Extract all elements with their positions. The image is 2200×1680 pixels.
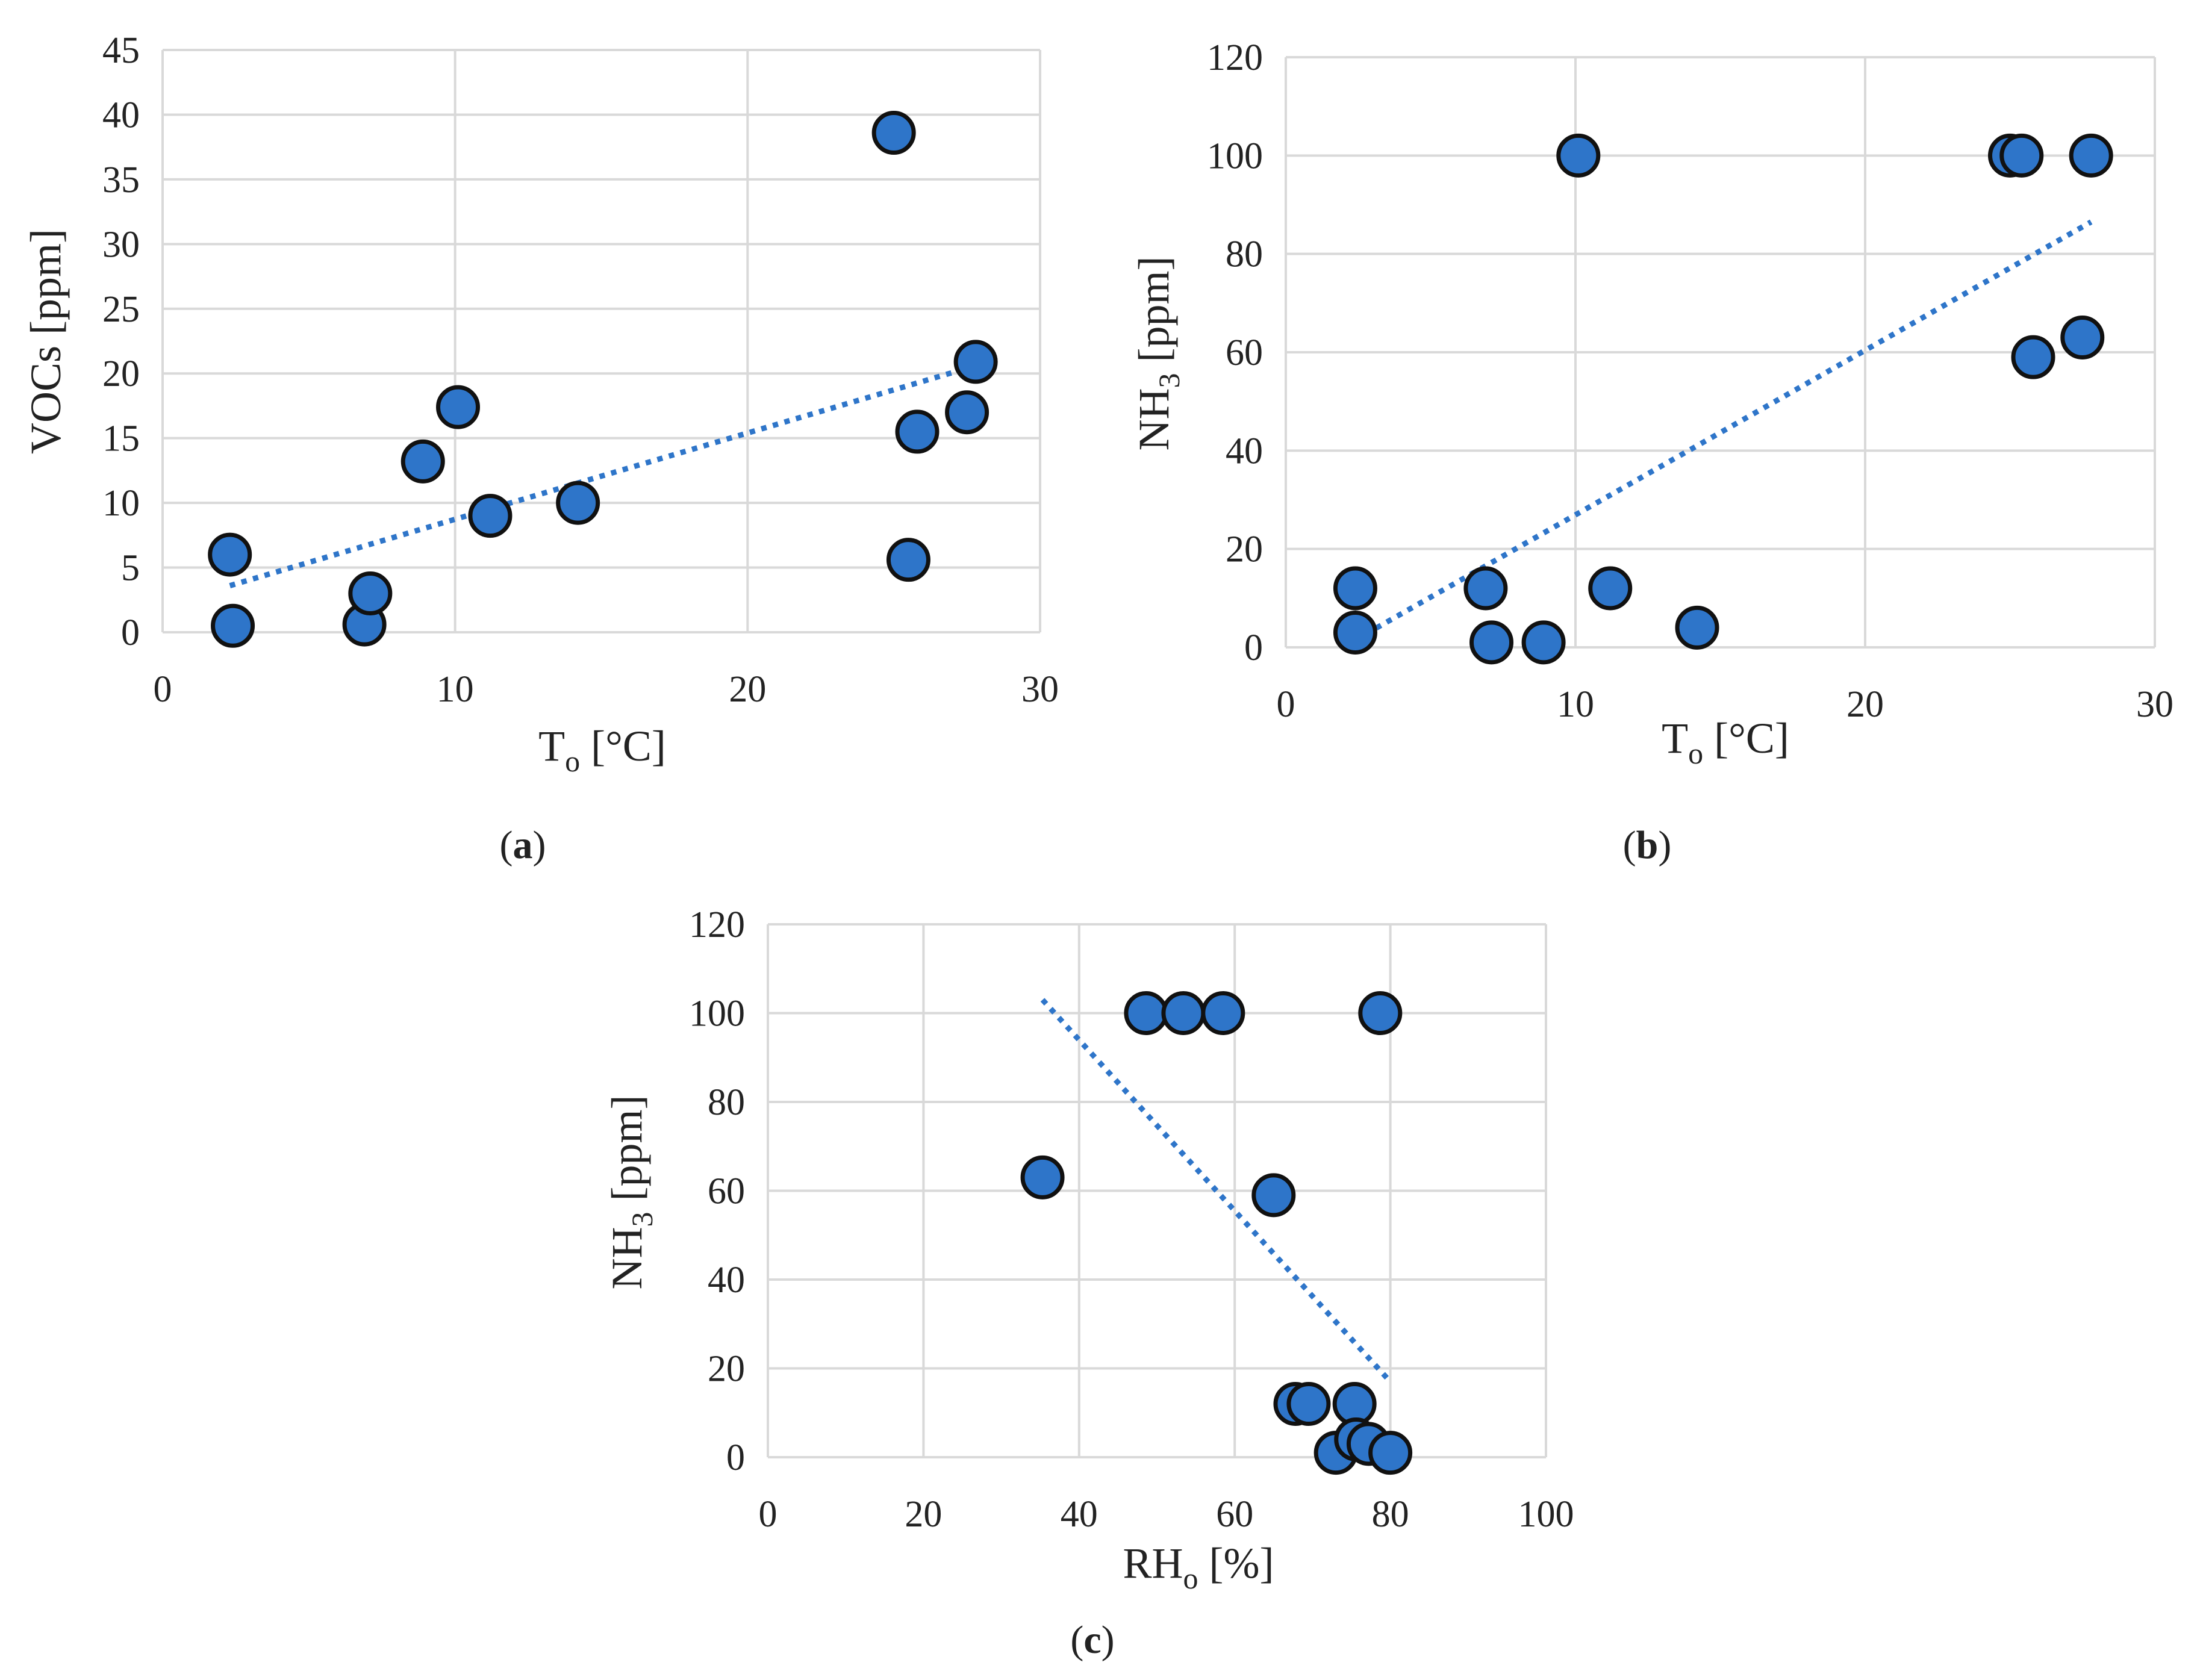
y-tick-label-a-8: 40 [102,95,140,135]
y-tick-label-c-5: 100 [689,994,745,1034]
x-tick-label-c-3: 60 [1216,1494,1253,1535]
data-point-c-0 [1020,1155,1065,1199]
data-point-c-2 [1161,991,1206,1035]
y-tick-label-a-0: 0 [121,612,140,653]
y-tick-label-a-6: 30 [102,224,140,265]
y-tick-label-c-4: 80 [708,1082,745,1123]
x-tick-label-b-3: 30 [2136,684,2174,725]
data-point-b-7 [1675,605,1719,650]
panel-label-a: (a) [500,823,546,867]
y-tick-label-c-1: 20 [708,1349,745,1390]
data-point-b-5 [1556,133,1601,178]
data-point-c-4 [1251,1173,1296,1218]
y-tick-label-b-3: 60 [1226,332,1263,373]
x-tick-label-b-0: 0 [1277,684,1295,725]
x-tick-label-a-0: 0 [154,669,172,710]
x-tick-label-c-2: 40 [1061,1494,1098,1535]
x-tick-label-a-1: 10 [437,669,474,710]
data-point-a-4 [400,439,445,484]
y-tick-label-b-0: 0 [1244,627,1263,668]
data-point-a-1 [211,603,255,648]
panel-label-b: (b) [1623,823,1672,867]
panel-label-c: (c) [1070,1618,1114,1662]
x-tick-label-c-1: 20 [905,1494,942,1535]
data-point-a-8 [871,111,916,155]
y-tick-label-a-4: 20 [102,353,140,394]
y-tick-label-b-1: 20 [1226,529,1263,570]
data-point-c-12 [1368,1431,1413,1475]
data-point-b-9 [1999,133,2044,178]
data-point-a-5 [436,385,481,429]
x-axis-title-a: To [°C] [538,722,666,778]
y-tick-label-a-1: 5 [121,548,140,589]
x-axis-title-c: RHo [%] [1123,1539,1274,1595]
y-tick-label-a-5: 25 [102,289,140,330]
data-point-a-7 [556,481,600,525]
data-point-a-9 [886,538,930,582]
data-point-b-10 [2011,335,2055,379]
y-tick-label-b-4: 80 [1226,234,1263,275]
data-point-b-2 [1463,566,1508,611]
chart-a: (a) 0 5 10 15 20 25 30 35 40 45 0 10 20 30 To [°C] VOCs… [22,30,1059,867]
chart-c: (c) 0 20 40 60 80 100 120 0 20 40 60 80 100 RHo [%] NH… [603,904,1574,1662]
data-point-b-12 [2069,133,2113,178]
y-tick-label-c-0: 0 [726,1437,745,1478]
data-point-b-0 [1333,566,1377,611]
y-axis-title-b: NH3 [ppm] [1130,257,1186,451]
y-tick-label-c-6: 120 [689,904,745,945]
trendline-b [1354,219,2093,642]
data-point-a-11 [945,390,989,435]
data-point-c-11 [1358,991,1403,1035]
y-tick-label-c-3: 60 [708,1171,745,1212]
chart-b: (b) 0 20 40 60 80 100 120 0 10 20 30 To [°C] NH3 [pp… [1130,37,2174,867]
data-point-b-11 [2060,316,2105,359]
x-tick-label-b-1: 10 [1557,684,1594,725]
x-tick-label-c-0: 0 [759,1494,777,1535]
y-tick-label-a-2: 10 [102,483,140,524]
x-tick-label-a-2: 20 [729,669,766,710]
data-point-a-6 [468,494,513,538]
data-point-c-1 [1124,991,1168,1035]
x-tick-label-c-5: 100 [1518,1494,1574,1535]
x-tick-label-b-2: 20 [1846,684,1884,725]
data-point-b-6 [1588,566,1633,611]
data-point-a-12 [953,340,998,384]
data-point-c-3 [1201,991,1245,1035]
y-tick-label-b-5: 100 [1207,135,1263,176]
data-point-b-4 [1521,620,1566,665]
y-tick-label-a-7: 35 [102,160,140,201]
data-point-b-1 [1333,611,1377,655]
x-tick-label-a-3: 30 [1021,669,1059,710]
y-tick-label-b-6: 120 [1207,37,1263,78]
trendline-c [1040,998,1392,1384]
data-point-a-0 [208,532,252,577]
y-tick-label-c-2: 40 [708,1260,745,1301]
y-tick-label-b-2: 40 [1226,431,1263,471]
trendline-a [229,363,977,588]
data-point-a-10 [895,409,940,454]
y-tick-label-a-3: 15 [102,418,140,459]
data-point-b-3 [1469,620,1514,665]
y-axis-title-c: NH3 [ppm] [603,1095,659,1290]
data-point-c-6 [1286,1382,1331,1426]
data-point-a-3 [348,571,393,616]
y-axis-title-a: VOCs [ppm] [22,229,70,454]
y-tick-label-a-9: 45 [102,30,140,71]
x-axis-title-b: To [°C] [1662,714,1789,770]
x-tick-label-c-4: 80 [1372,1494,1409,1535]
